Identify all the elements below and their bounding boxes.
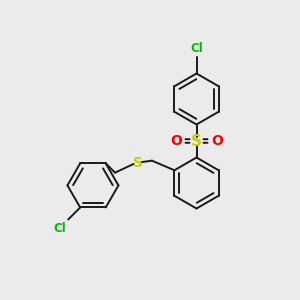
Text: Cl: Cl [190, 43, 203, 56]
Text: O: O [211, 134, 223, 148]
Text: S: S [191, 134, 202, 148]
Text: O: O [170, 134, 182, 148]
Text: Cl: Cl [53, 222, 66, 235]
Text: S: S [133, 156, 142, 170]
